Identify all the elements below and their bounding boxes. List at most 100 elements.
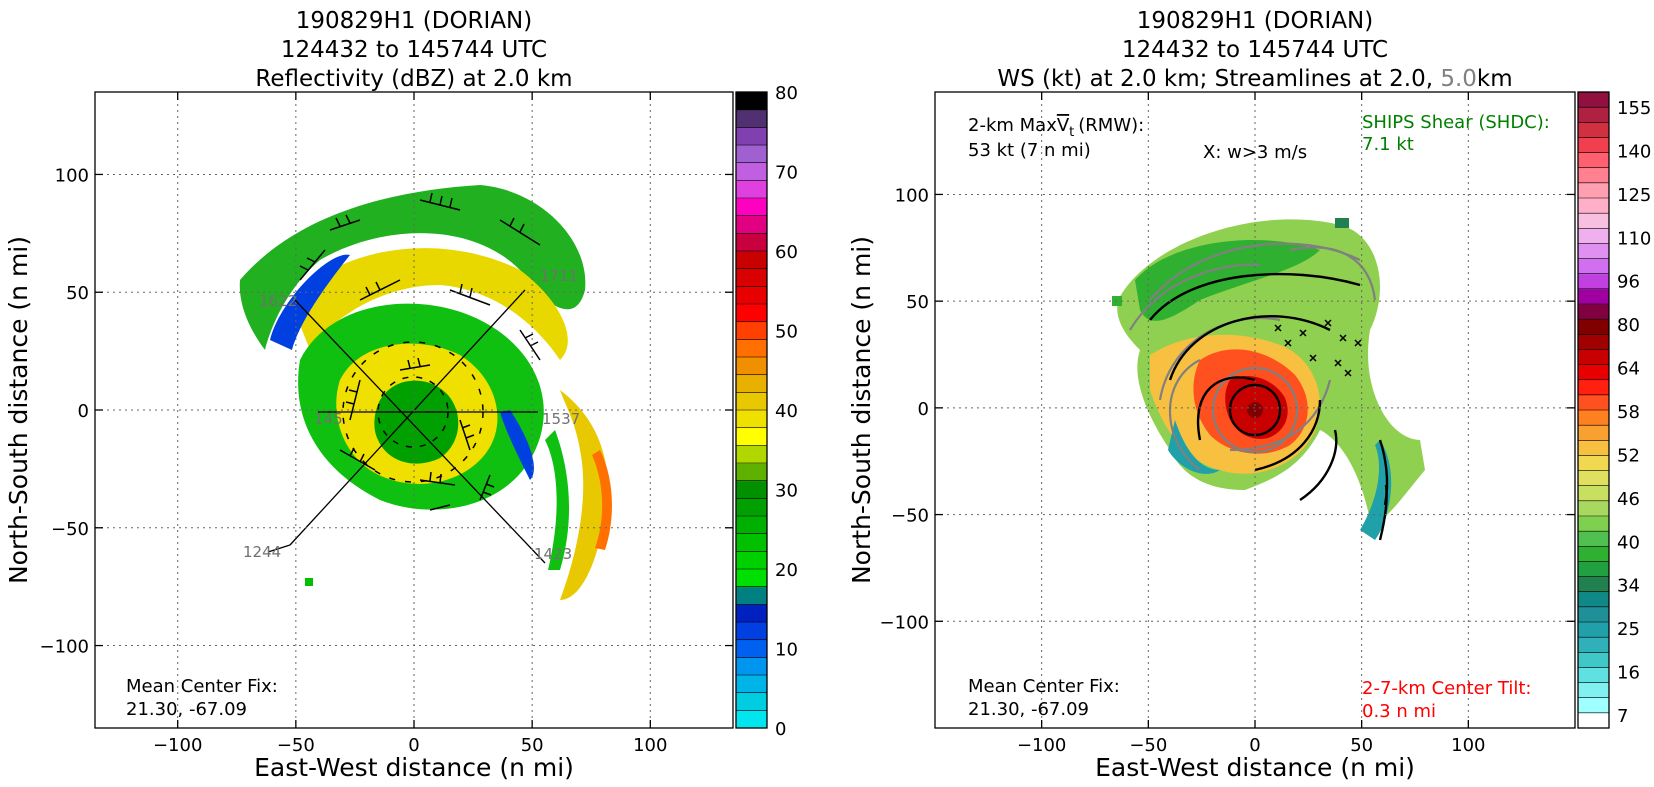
colorbar-cell <box>736 127 767 146</box>
colorbar-tick-label: 58 <box>1617 402 1640 423</box>
colorbar-cell <box>1578 288 1609 305</box>
colorbar-cell <box>736 357 767 376</box>
colorbar-cell <box>736 516 767 535</box>
right-shear-label: SHIPS Shear (SHDC): <box>1362 112 1550 133</box>
colorbar-cell <box>736 498 767 517</box>
colorbar-cell <box>1578 334 1609 350</box>
colorbar-cell <box>736 233 767 252</box>
colorbar-tick-label: 60 <box>775 242 798 263</box>
colorbar-tick-label: 7 <box>1617 706 1628 727</box>
colorbar-cell <box>1578 228 1609 244</box>
right-xtick-label: 0 <box>1249 735 1260 756</box>
colorbar-cell <box>1578 137 1609 154</box>
right-maxvt-value: 53 kt (7 n mi) <box>968 140 1091 161</box>
colorbar-cell <box>1578 516 1609 532</box>
right-xtick-label: 50 <box>1350 735 1373 756</box>
colorbar-cell <box>736 427 767 446</box>
colorbar-frame <box>735 91 768 729</box>
colorbar-cell <box>736 463 767 482</box>
colorbar-cell <box>1578 349 1609 366</box>
colorbar-cell <box>736 604 767 623</box>
colorbar-cell <box>1578 667 1609 684</box>
colorbar-cell <box>736 586 767 605</box>
right-panel: 190829H1 (DORIAN) 124432 to 145744 UTC W… <box>847 8 1651 782</box>
colorbar-tick-label: 0 <box>775 719 786 740</box>
colorbar-cell <box>1578 198 1609 214</box>
colorbar-tick-label: 96 <box>1617 272 1640 293</box>
colorbar-cell <box>736 286 767 305</box>
colorbar-tick-label: 10 <box>775 640 798 661</box>
colorbar-cell <box>736 304 767 323</box>
left-title-line1: 190829H1 (DORIAN) <box>296 8 533 34</box>
colorbar-cell <box>736 145 767 164</box>
colorbar-cell <box>736 180 767 199</box>
colorbar-tick-label: 30 <box>775 481 798 502</box>
leg-label-145: 145 <box>314 410 343 428</box>
colorbar-tick-label: 140 <box>1617 141 1651 162</box>
right-xtick-label: −50 <box>1129 735 1167 756</box>
colorbar-cell <box>1578 243 1609 260</box>
right-center-fix-label: Mean Center Fix: <box>968 676 1120 697</box>
colorbar-cell <box>1578 258 1609 275</box>
left-xtick-label: −100 <box>153 735 202 756</box>
left-xtick-label: 0 <box>408 735 419 756</box>
left-xtick-label: −50 <box>277 735 315 756</box>
colorbar-tick-label: 34 <box>1617 576 1640 597</box>
colorbar-cell <box>736 92 767 111</box>
right-shear-value: 7.1 kt <box>1362 134 1414 155</box>
left-leg-labels: 1244 1423 145 1537 1622 1711 <box>243 267 580 563</box>
right-updraft-markers <box>1274 319 1362 377</box>
right-ylabel: North-South distance (n mi) <box>847 236 876 584</box>
colorbar-cell <box>736 622 767 641</box>
left-ytick-label: 100 <box>55 165 89 186</box>
colorbar-cell <box>1578 500 1609 517</box>
colorbar-tick-label: 64 <box>1617 359 1640 380</box>
colorbar-cell <box>1578 606 1609 623</box>
left-flight-legs <box>267 289 546 564</box>
colorbar-cell <box>736 392 767 411</box>
colorbar-cell <box>736 162 767 181</box>
colorbar-cell <box>1578 546 1609 562</box>
colorbar-cell <box>1578 682 1609 699</box>
right-xlabel: East-West distance (n mi) <box>1095 753 1415 782</box>
colorbar-cell <box>1578 622 1609 638</box>
right-ytick-label: −50 <box>891 506 929 527</box>
right-maxvt-label-b: (RMW): <box>1078 115 1144 136</box>
colorbar-tick-label: 40 <box>1617 532 1640 553</box>
colorbar-cell <box>736 374 767 393</box>
leg-label-1622: 1622 <box>259 292 297 310</box>
colorbar-cell <box>1578 182 1609 199</box>
colorbar-cell <box>736 533 767 552</box>
colorbar-tick-label: 80 <box>775 83 798 104</box>
colorbar-cell <box>1578 379 1609 396</box>
colorbar-cell <box>736 198 767 217</box>
colorbar-cell <box>736 251 767 270</box>
colorbar-cell <box>736 569 767 588</box>
leg-label-1537: 1537 <box>542 410 580 428</box>
right-title-line2: 124432 to 145744 UTC <box>1122 37 1388 63</box>
right-ytick-label: 50 <box>906 292 929 313</box>
colorbar-frame <box>1577 91 1610 729</box>
left-title-line3: Reflectivity (dBZ) at 2.0 km <box>255 66 572 92</box>
leg-label-1711: 1711 <box>540 267 578 285</box>
right-plot-area <box>1112 218 1425 541</box>
left-colorbar <box>735 91 768 729</box>
colorbar-tick-label: 52 <box>1617 445 1640 466</box>
right-maxvt-label-a: 2-km Max <box>968 115 1057 136</box>
colorbar-tick-label: 155 <box>1617 98 1651 119</box>
colorbar-cell <box>1578 364 1609 381</box>
left-ylabel: North-South distance (n mi) <box>4 236 33 584</box>
colorbar-cell <box>1578 319 1609 335</box>
left-ytick-label: 0 <box>78 401 89 422</box>
leg-label-1244: 1244 <box>243 543 281 561</box>
colorbar-cell <box>736 710 767 729</box>
colorbar-cell <box>1578 213 1609 229</box>
left-xlabel: East-West distance (n mi) <box>254 753 574 782</box>
colorbar-cell <box>736 445 767 464</box>
left-ytick-label: 50 <box>66 283 89 304</box>
colorbar-tick-label: 25 <box>1617 619 1640 640</box>
colorbar-cell <box>1578 576 1609 593</box>
right-maxvt-v: V <box>1057 115 1070 136</box>
left-ytick-label: −100 <box>40 637 89 658</box>
colorbar-cell <box>1578 304 1609 320</box>
